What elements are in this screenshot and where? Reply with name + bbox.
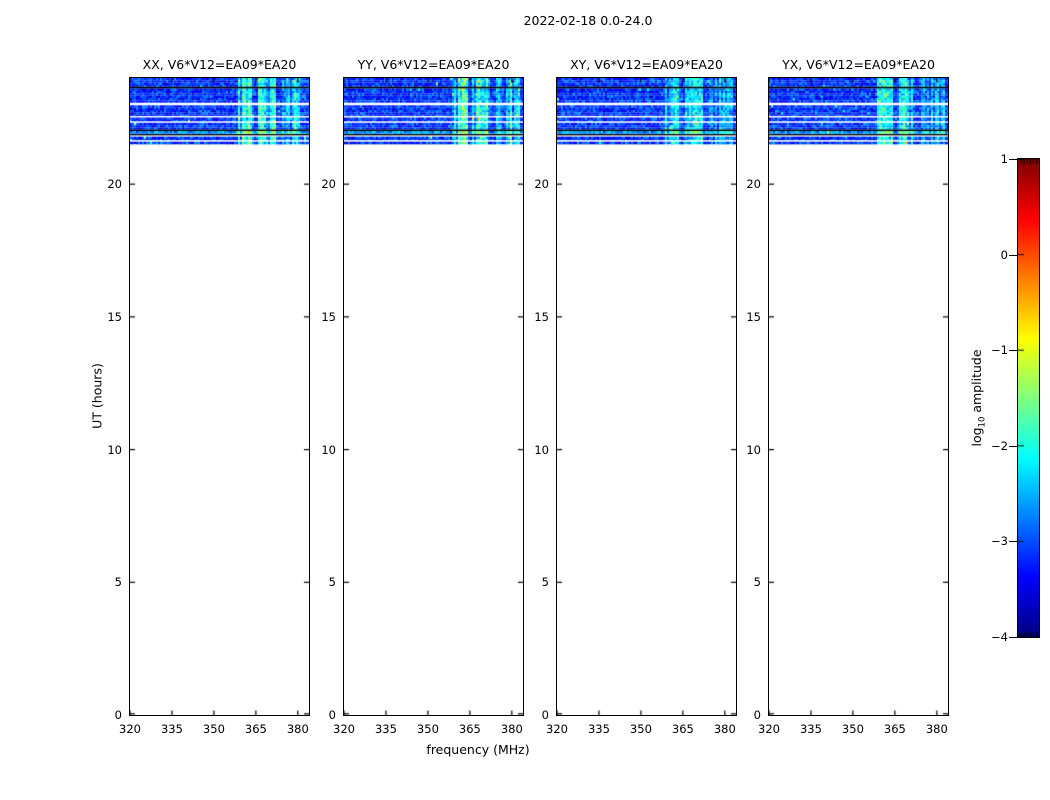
- colorbar-tick: [1009, 637, 1017, 638]
- colorbar-tick-label: −2: [991, 438, 1008, 453]
- colorbar-canvas: [1018, 159, 1039, 637]
- y-tick-label: 15: [107, 309, 122, 324]
- x-tick-label: 335: [160, 722, 183, 736]
- y-tick-label: 20: [746, 177, 761, 192]
- y-tick-label: 5: [114, 575, 122, 590]
- y-axis-label: UT (hours): [89, 363, 105, 429]
- colorbar-label-prefix: log: [968, 427, 984, 447]
- spectrogram-panel-xy: [556, 77, 737, 716]
- x-tick-label: 365: [671, 722, 694, 736]
- spectrogram-panel-xx: [129, 77, 310, 716]
- colorbar-tick-label: 1: [1000, 152, 1008, 166]
- x-tick-label: 365: [883, 722, 906, 736]
- x-tick-label: 380: [713, 722, 736, 736]
- colorbar-label-suffix: amplitude: [968, 349, 984, 417]
- x-axis-label: frequency (MHz): [426, 742, 530, 757]
- y-tick-label: 15: [321, 309, 336, 324]
- x-tick-label: 380: [500, 722, 523, 736]
- x-tick-label: 335: [587, 722, 610, 736]
- y-tick-label: 10: [746, 442, 761, 457]
- y-tick-label: 10: [107, 442, 122, 457]
- x-tick-label: 350: [416, 722, 439, 736]
- x-tick-label: 320: [119, 722, 141, 736]
- y-tick-label: 20: [107, 177, 122, 192]
- x-tick-label: 320: [758, 722, 780, 736]
- y-tick-label: 5: [541, 575, 549, 590]
- y-tick-label: 10: [534, 442, 549, 457]
- panel-title-xx: XX, V6*V12=EA09*EA20: [142, 57, 297, 72]
- panel-title-yy: YY, V6*V12=EA09*EA20: [357, 57, 510, 72]
- spectrogram-canvas-yy: [344, 78, 523, 715]
- spectrogram-canvas-xy: [557, 78, 736, 715]
- colorbar-tick: [1009, 541, 1017, 543]
- colorbar-tick-label: −1: [991, 343, 1008, 358]
- y-tick-label: 20: [534, 177, 549, 192]
- spectrogram-canvas-xx: [130, 78, 309, 715]
- colorbar-tick: [1009, 254, 1017, 256]
- panel-title-yx: YX, V6*V12=EA09*EA20: [782, 57, 935, 72]
- y-tick-label: 5: [753, 575, 761, 590]
- x-tick-label: 365: [244, 722, 267, 736]
- colorbar-tick-label: −3: [991, 534, 1008, 549]
- colorbar-label: log10 amplitude: [969, 349, 988, 446]
- x-tick-label: 320: [546, 722, 568, 736]
- spectrogram-canvas-yx: [769, 78, 948, 715]
- y-tick-label: 5: [328, 575, 336, 590]
- y-tick-label: 0: [541, 708, 549, 722]
- colorbar-tick-label: −4: [991, 630, 1008, 644]
- y-tick-label: 15: [746, 309, 761, 324]
- x-tick-label: 365: [458, 722, 481, 736]
- x-tick-label: 335: [799, 722, 822, 736]
- panel-title-xy: XY, V6*V12=EA09*EA20: [570, 57, 723, 72]
- x-tick-label: 320: [333, 722, 355, 736]
- colorbar-tick-label: 0: [1000, 247, 1008, 262]
- colorbar-tick: [1009, 445, 1017, 447]
- figure-title: 2022-02-18 0.0-24.0: [523, 13, 653, 28]
- y-tick-label: 10: [321, 442, 336, 457]
- colorbar: [1017, 158, 1040, 638]
- x-tick-label: 380: [286, 722, 309, 736]
- colorbar-label-subscript: 10: [977, 416, 988, 428]
- colorbar-tick: [1009, 159, 1017, 160]
- spectrogram-panel-yy: [343, 77, 524, 716]
- y-tick-label: 15: [534, 309, 549, 324]
- x-tick-label: 350: [841, 722, 864, 736]
- x-tick-label: 350: [202, 722, 225, 736]
- spectrogram-panel-yx: [768, 77, 949, 716]
- y-tick-label: 0: [328, 708, 336, 722]
- y-tick-label: 0: [753, 708, 761, 722]
- x-tick-label: 335: [374, 722, 397, 736]
- y-tick-label: 20: [321, 177, 336, 192]
- x-tick-label: 350: [629, 722, 652, 736]
- y-tick-label: 0: [114, 708, 122, 722]
- colorbar-tick: [1009, 350, 1017, 352]
- x-tick-label: 380: [925, 722, 948, 736]
